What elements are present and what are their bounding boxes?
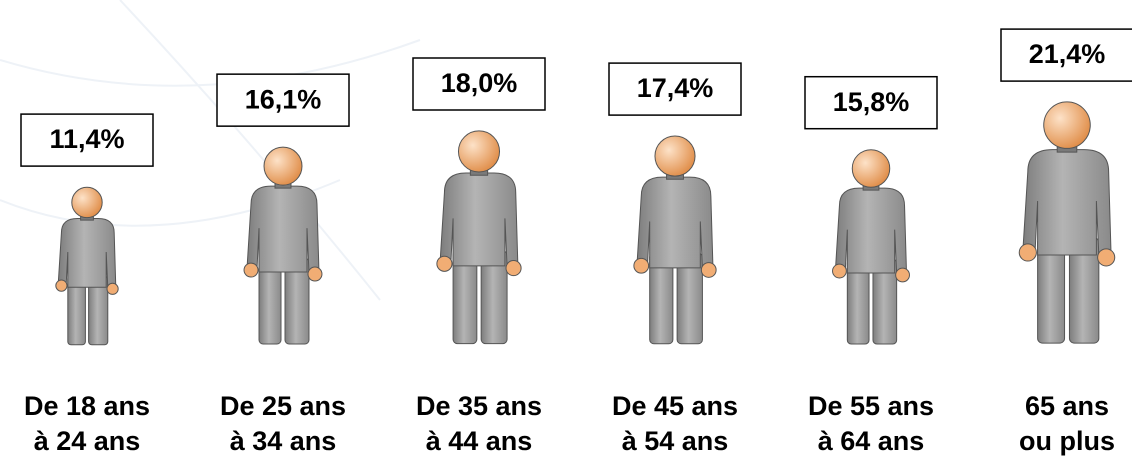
value-label-box: [20, 113, 154, 167]
value-label: 18,0%: [441, 68, 518, 98]
hand: [896, 268, 910, 282]
person-figure: [244, 147, 322, 344]
torso: [247, 186, 319, 272]
head: [655, 136, 695, 176]
category-label: à 34 ans: [230, 426, 337, 456]
category-label: De 18 ans: [24, 391, 150, 421]
category-label: à 44 ans: [426, 426, 533, 456]
torso: [1023, 150, 1111, 255]
torso: [835, 188, 906, 273]
category-label: 65 ans: [1025, 391, 1109, 421]
head: [72, 187, 102, 217]
hand: [506, 261, 521, 276]
hand: [634, 258, 649, 273]
category-label: De 25 ans: [220, 391, 346, 421]
hand: [56, 280, 67, 291]
category-label: De 45 ans: [612, 391, 738, 421]
value-label-box: [804, 75, 938, 130]
torso: [440, 173, 518, 266]
category-label: De 35 ans: [416, 391, 542, 421]
value-label: 16,1%: [245, 84, 322, 114]
hand: [1098, 249, 1115, 266]
category-label: à 24 ans: [34, 426, 141, 456]
head: [264, 147, 302, 185]
head: [852, 150, 889, 187]
hand: [308, 267, 322, 281]
category-label: à 64 ans: [818, 426, 925, 456]
hand: [107, 283, 118, 294]
value-label: 15,8%: [833, 87, 910, 117]
person-figure: [833, 150, 910, 344]
category-label: ou plus: [1019, 426, 1115, 456]
value-label-box: [608, 62, 742, 116]
value-label: 21,4%: [1029, 39, 1106, 69]
value-label-box: [412, 57, 546, 111]
torso: [58, 218, 116, 287]
value-label: 11,4%: [49, 124, 124, 154]
torso: [637, 177, 713, 268]
hand: [1019, 244, 1036, 261]
head: [1044, 102, 1091, 149]
person-figure: [56, 187, 118, 345]
category-label: De 55 ans: [808, 391, 934, 421]
person-figure: [437, 131, 521, 344]
hand: [437, 256, 452, 271]
value-label: 17,4%: [637, 73, 714, 103]
person-figure: [1019, 102, 1115, 343]
person-figure: [634, 136, 716, 344]
hand: [701, 263, 716, 278]
hand: [833, 264, 847, 278]
hand: [244, 263, 258, 277]
category-label: à 54 ans: [622, 426, 729, 456]
value-label-box: [216, 73, 350, 127]
value-label-box: [1000, 28, 1132, 82]
head: [458, 131, 499, 172]
